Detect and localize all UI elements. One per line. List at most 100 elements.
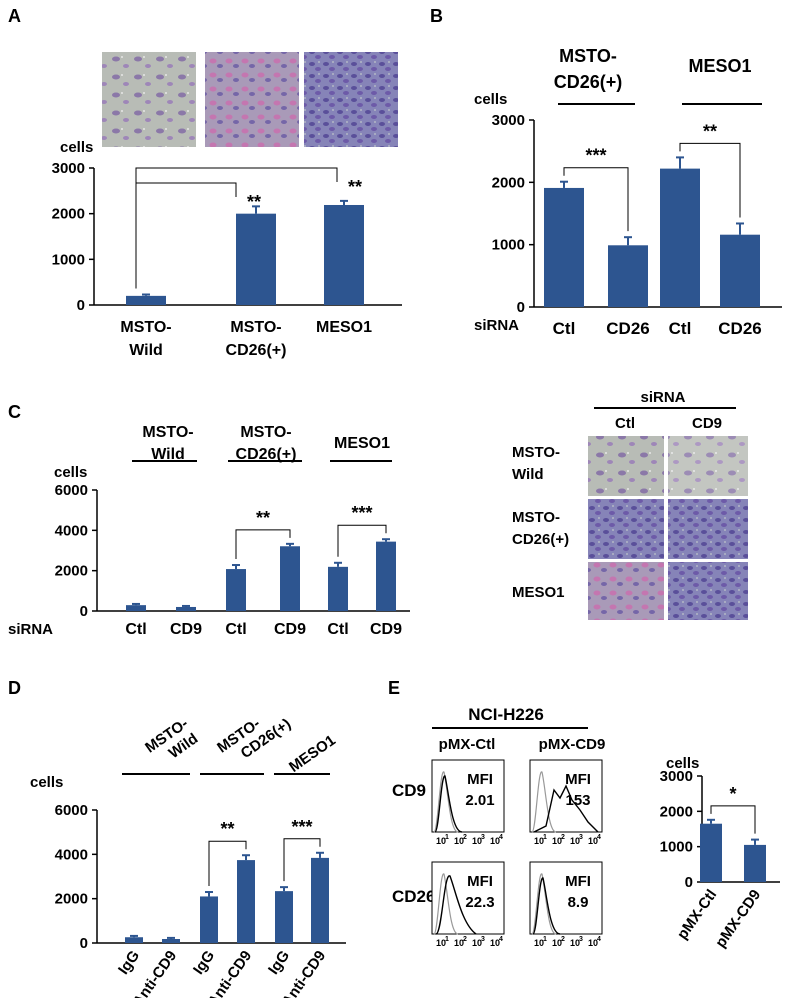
significance-label: ** [703, 121, 717, 141]
group-label: MSTO-Wild [142, 424, 193, 463]
mfi-value: 2.01 [465, 792, 494, 809]
category-label: Ctl [327, 621, 348, 638]
y-tick-label: 2000 [55, 891, 88, 908]
category-label: IgG [190, 948, 218, 978]
bar [700, 823, 722, 882]
flow-tick-exp: 3 [579, 936, 583, 943]
bar [162, 939, 180, 943]
flow-tick-exp: 4 [597, 834, 601, 841]
flow-tick-base: 10 [490, 938, 500, 948]
group-label: MSTO-CD26(+) [554, 46, 623, 92]
group-label: MSTO-Wild [142, 715, 201, 771]
sample-curve [434, 775, 463, 833]
y-tick-label: 0 [80, 603, 88, 620]
flow-tick-base: 10 [570, 938, 580, 948]
significance-label: *** [351, 503, 372, 523]
y-tick-label: 1000 [660, 839, 693, 856]
bar [544, 187, 584, 307]
bar [176, 606, 196, 611]
category-label: IgG [115, 948, 143, 978]
significance-label: ** [220, 819, 234, 839]
flow-tick-base: 10 [454, 938, 464, 948]
significance-bracket [283, 838, 321, 882]
bar [126, 605, 146, 611]
flow-tick-exp: 3 [481, 936, 485, 943]
y-tick-label: 0 [685, 874, 693, 891]
y-tick-label: 4000 [55, 846, 88, 863]
e-flow-row-cd9: CD9 [392, 781, 426, 800]
bar [126, 295, 166, 305]
panel-label-d: D [8, 678, 21, 698]
micrograph-a-wild [102, 52, 196, 147]
y-tick-label: 0 [517, 299, 525, 316]
flow-tick-exp: 2 [463, 936, 467, 943]
significance-label: *** [585, 146, 606, 166]
c-grid-col-ctl: Ctl [615, 415, 635, 432]
bar [280, 546, 300, 611]
isotype-curve [531, 873, 557, 935]
micrograph-c-wild-ctl [588, 436, 664, 496]
sample-curve [533, 784, 599, 833]
significance-bracket [563, 167, 629, 232]
significance-label: * [729, 784, 736, 804]
micrograph-a-meso1 [304, 52, 398, 147]
micrograph-c-meso1-cd9 [668, 562, 748, 620]
y-tick-label: 2000 [660, 803, 693, 820]
category-label: IgG [265, 948, 293, 978]
e-flow-col-ctl: pMX-Ctl [439, 736, 496, 753]
bar [720, 234, 760, 307]
y-tick-label: 0 [80, 935, 88, 952]
c-grid-col-cd9: CD9 [692, 415, 722, 432]
y-tick-label: 1000 [492, 237, 525, 254]
group-label: MESO1 [286, 732, 339, 776]
significance-label: *** [291, 817, 312, 837]
bar [125, 937, 143, 943]
y-tick-label: 2000 [52, 206, 85, 223]
bar [275, 891, 293, 943]
flow-tick-exp: 2 [561, 834, 565, 841]
significance-bracket [710, 805, 756, 834]
bar [237, 860, 255, 943]
y-axis-label: cells [474, 91, 507, 108]
flow-tick-base: 10 [490, 836, 500, 846]
micrograph-c-cd26-cd9 [668, 499, 748, 559]
row-label: siRNA [8, 621, 53, 638]
flow-tick-exp: 3 [579, 834, 583, 841]
bar [376, 541, 396, 611]
isotype-curve [433, 873, 459, 935]
category-label: Ctl [553, 319, 576, 338]
c-grid-row-meso1: MESO1 [512, 584, 565, 601]
significance-label: ** [348, 177, 362, 197]
significance-bracket [135, 182, 237, 289]
micrograph-c-wild-cd9 [668, 436, 748, 496]
y-axis-label: cells [54, 464, 87, 481]
mfi-label: MFI [565, 873, 591, 890]
group-label: MSTO-CD26(+) [236, 424, 297, 463]
panel-label-a: A [8, 6, 21, 26]
y-axis-label: cells [60, 139, 93, 156]
bar-chart-b: 0 1000 2000 3000 cells Ctl CD26 Ctl CD26 siRNA MST… [474, 46, 782, 338]
e-flow-title: NCI-H226 [468, 705, 544, 724]
micrograph-c-meso1-ctl [588, 562, 664, 620]
flow-tick-exp: 2 [463, 834, 467, 841]
category-label: Ctl [125, 621, 146, 638]
flow-tick-base: 10 [454, 836, 464, 846]
significance-bracket [235, 529, 291, 560]
flow-tick-exp: 2 [561, 936, 565, 943]
bar [236, 213, 276, 305]
isotype-curve [531, 771, 557, 833]
significance-label: ** [247, 192, 261, 212]
isotype-curve [433, 771, 459, 833]
panel-label-e: E [388, 678, 400, 698]
e-flow-col-cd9: pMX-CD9 [539, 736, 606, 753]
category-label: Ctl [225, 621, 246, 638]
significance-bracket [337, 524, 387, 557]
flow-tick-exp: 4 [597, 936, 601, 943]
